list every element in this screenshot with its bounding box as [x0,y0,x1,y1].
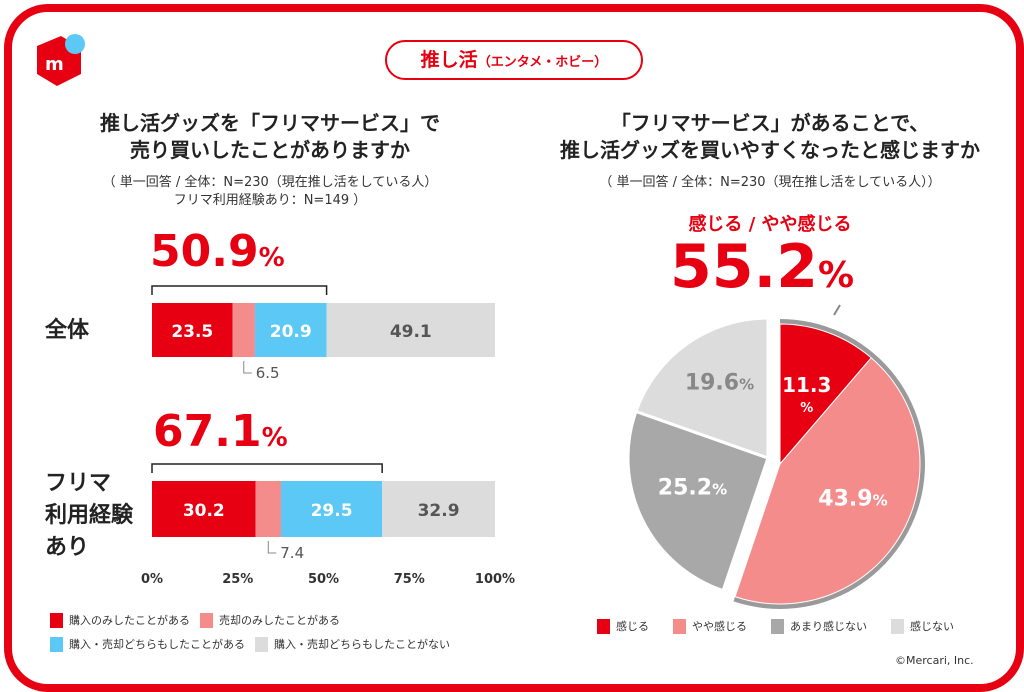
bar-segment [254,303,327,357]
pie-value-label: 25.2% [658,476,727,501]
left-note: （ 単一回答 / 全体：N=230（現在推し活をしている人） フリマ利用経験あり… [40,174,500,210]
bar-value-label: 29.5 [311,501,353,521]
right-title-line: 「フリマサービス」があることで、 [610,111,930,135]
bar-value-label: 20.9 [270,322,312,342]
legend-label: 感じない [910,620,954,633]
legend-swatch [50,612,63,628]
bar-segment [152,303,233,357]
pie-legend: 感じる やや感じる あまり感じない 感じない [597,618,954,634]
legend-item: 購入のみしたことがある [50,612,190,628]
bar-segment [280,481,383,537]
pie-value-label: 11.3 [782,373,831,397]
legend-item: やや感じる [673,618,747,634]
highlight-overall: 50.9% [150,226,285,277]
left-note-line: フリマ利用経験あり：N=149 ） [173,193,367,208]
legend-label: 購入のみしたことがある [69,614,190,627]
x-tick-label: 0% [141,572,163,587]
x-tick-label: 25% [222,572,253,587]
highlight-label: 感じる / やや感じる [688,214,852,235]
legend-label: 売却のみしたことがある [219,614,340,627]
bar-value-label: 7.4 [280,544,304,562]
bracket [151,463,383,473]
category-badge: 推し活（エンタメ・ホビー） [385,40,643,80]
legend-item: 感じない [891,618,954,634]
frame-border [4,4,1024,692]
right-title-line: 推し活グッズを買いやすくなったと感じますか [560,138,980,162]
pie-slice [634,316,770,461]
right-title: 「フリマサービス」があることで、 推し活グッズを買いやすくなったと感じますか [530,110,1010,164]
bar-segment [326,303,495,357]
legend-item: 購入・売却どちらもしたことがある [50,636,245,652]
legend-item: 売却のみしたことがある [200,612,340,628]
legend-swatch [200,612,213,628]
x-tick-label: 75% [394,572,425,587]
x-tick-label: 50% [308,572,339,587]
svg-text:m: m [45,54,64,75]
legend-swatch [255,636,268,652]
bar-value-label: 30.2 [183,501,225,521]
legend-swatch [771,618,784,634]
pie-value-label: 19.6% [685,370,754,395]
legend-item: 購入・売却どちらもしたことがない [255,636,450,652]
row-label-overall: 全体 [45,318,90,343]
legend-swatch [597,618,610,634]
pie-unit-label: % [800,401,813,416]
badge-sub: （エンタメ・ホビー） [477,55,608,70]
pie-value-label: 43.9% [818,487,887,512]
legend-label: やや感じる [692,620,747,633]
legend-item: 感じる [597,618,649,634]
pie-slice [734,357,921,605]
row-label-flea-users: フリマ 利用経験 あり [45,471,134,560]
left-title-line: 推し活グッズを「フリマサービス」で [100,111,440,135]
copyright: ©Mercari, Inc. [895,654,974,667]
bar-value-label: 23.5 [171,322,213,342]
mercari-logo: m [37,34,85,86]
bar-segment [152,481,256,537]
legend-label: 購入・売却どちらもしたことがない [274,638,450,651]
pie-slice [779,323,872,466]
bar-value-label: 6.5 [256,364,280,382]
highlight-flea-users: 67.1% [153,406,288,457]
highlight-feel: 55.2% [670,232,855,302]
legend-label: 購入・売却どちらもしたことがある [69,638,245,651]
legend-label: 感じる [616,620,649,633]
callout-line [243,361,252,374]
legend-swatch [50,636,63,652]
left-note-line: （ 単一回答 / 全体：N=230（現在推し活をしている人） [102,175,438,190]
legend-item: あまり感じない [771,618,867,634]
bar-segment [232,303,255,357]
bar-value-label: 32.9 [418,501,460,521]
legend-swatch [673,618,686,634]
legend-label: あまり感じない [790,620,867,633]
bar-value-label: 49.1 [390,322,432,342]
legend-swatch [891,618,904,634]
callout-line [833,304,841,316]
bracket [151,285,328,295]
badge-main: 推し活 [420,49,478,71]
callout-line [267,541,277,554]
bar-segment [255,481,281,537]
bar-segment [382,481,495,537]
left-title: 推し活グッズを「フリマサービス」で 売り買いしたことがありますか [40,110,500,164]
right-note: （ 単一回答 / 全体：N=230（現在推し活をしている人）） [599,175,941,190]
pie-slice [626,409,770,593]
bar-legend: 購入のみしたことがある 売却のみしたことがある購入・売却どちらもしたことがある 購入… [50,612,520,652]
x-tick-label: 100% [475,572,515,587]
left-title-line: 売り買いしたことがありますか [130,138,410,162]
